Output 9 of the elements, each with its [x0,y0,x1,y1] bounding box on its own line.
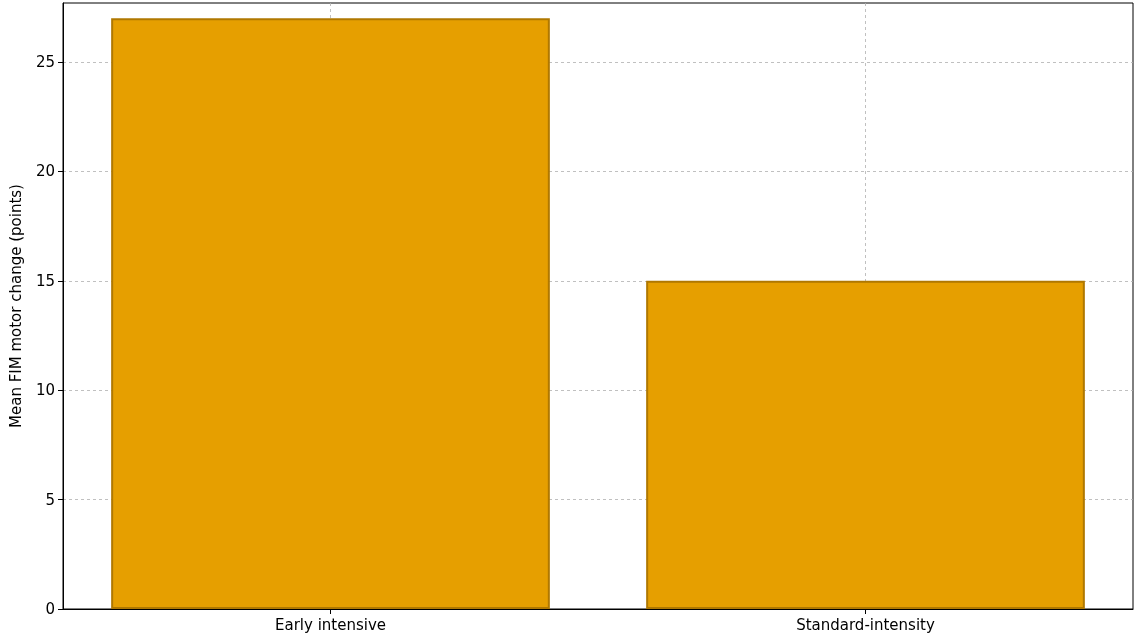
x-tick-label: Standard-intensity [796,615,935,634]
y-tick-label: 0 [45,600,55,618]
y-axis-title: Mean FIM motor change (points) [6,184,25,428]
x-tick-label: Early intensive [274,615,387,634]
y-tick-label: 20 [35,162,55,181]
y-tick-label: 5 [45,490,55,509]
y-tick-label: 15 [35,271,55,290]
y-tick-label: 10 [35,381,55,400]
y-tick-label: 25 [35,53,55,72]
